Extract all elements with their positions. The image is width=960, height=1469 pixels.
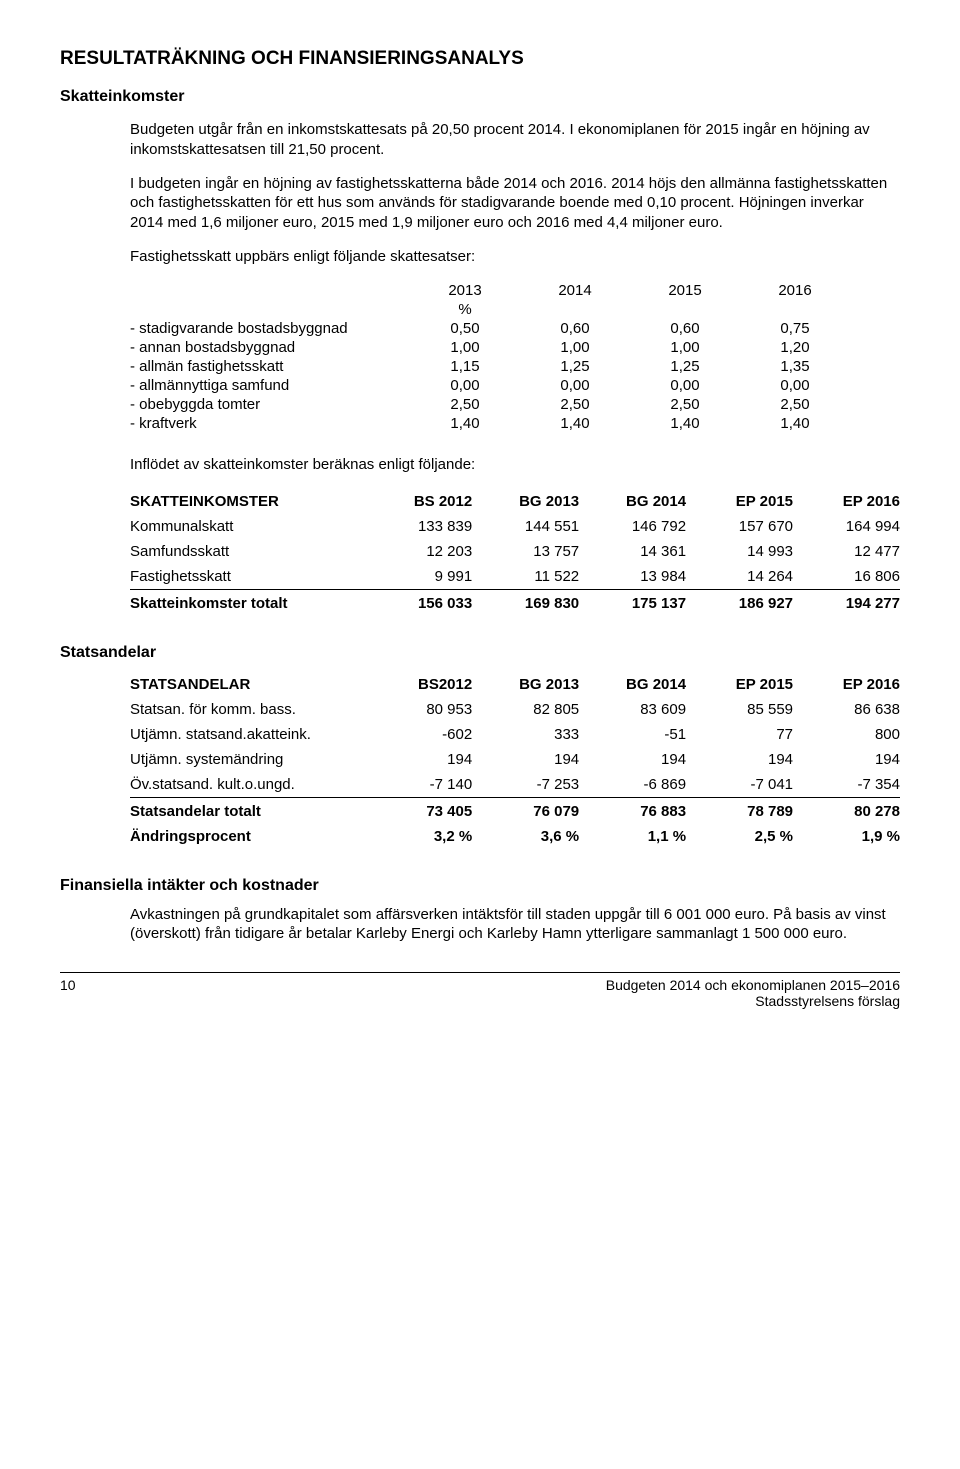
page-number: 10 bbox=[60, 977, 76, 1009]
col-header: EP 2016 bbox=[793, 489, 900, 514]
table-row: Utjämn. statsand.akatteink. -602 333 -51… bbox=[130, 722, 900, 747]
col-header: EP 2015 bbox=[686, 489, 793, 514]
col-header: EP 2015 bbox=[686, 672, 793, 697]
table-row: Samfundsskatt 12 203 13 757 14 361 14 99… bbox=[130, 539, 900, 564]
footer-line: Budgeten 2014 och ekonomiplanen 2015–201… bbox=[606, 977, 900, 993]
table-row: - allmän fastighetsskatt 1,15 1,25 1,25 … bbox=[130, 357, 850, 376]
col-header: STATSANDELAR bbox=[130, 672, 365, 697]
paragraph: I budgeten ingår en höjning av fastighet… bbox=[130, 174, 900, 233]
col-header: BG 2013 bbox=[472, 672, 579, 697]
col-header: BG 2013 bbox=[472, 489, 579, 514]
year-header: 2013 bbox=[410, 281, 520, 300]
pct-label: % bbox=[410, 300, 520, 319]
footer-line: Stadsstyrelsens förslag bbox=[606, 993, 900, 1009]
section-finansiella: Finansiella intäkter och kostnader bbox=[60, 877, 900, 895]
table-row: - annan bostadsbyggnad 1,00 1,00 1,00 1,… bbox=[130, 338, 850, 357]
col-header: EP 2016 bbox=[793, 672, 900, 697]
table-row: - allmännyttiga samfund 0,00 0,00 0,00 0… bbox=[130, 376, 850, 395]
page-footer: 10 Budgeten 2014 och ekonomiplanen 2015–… bbox=[60, 972, 900, 1009]
page-title: RESULTATRÄKNING OCH FINANSIERINGSANALYS bbox=[60, 48, 900, 70]
col-header: BS2012 bbox=[365, 672, 472, 697]
tax-income-table: SKATTEINKOMSTER BS 2012 BG 2013 BG 2014 … bbox=[130, 489, 900, 616]
table-row: - obebyggda tomter 2,50 2,50 2,50 2,50 bbox=[130, 395, 850, 414]
table-row: Fastighetsskatt 9 991 11 522 13 984 14 2… bbox=[130, 564, 900, 590]
table-row: Utjämn. systemändring 194 194 194 194 19… bbox=[130, 747, 900, 772]
table-row: Kommunalskatt 133 839 144 551 146 792 15… bbox=[130, 514, 900, 539]
table-total-row: Skatteinkomster totalt 156 033 169 830 1… bbox=[130, 589, 900, 616]
col-header: BS 2012 bbox=[365, 489, 472, 514]
section-skatteinkomster: Skatteinkomster bbox=[60, 88, 900, 106]
table-row: - stadigvarande bostadsbyggnad 0,50 0,60… bbox=[130, 319, 850, 338]
col-header: BG 2014 bbox=[579, 489, 686, 514]
year-header: 2014 bbox=[520, 281, 630, 300]
paragraph: Inflödet av skatteinkomster beräknas enl… bbox=[130, 455, 900, 475]
table-pct-row: Ändringsprocent 3,2 % 3,6 % 1,1 % 2,5 % … bbox=[130, 824, 900, 849]
year-header: 2016 bbox=[740, 281, 850, 300]
paragraph: Avkastningen på grundkapitalet som affär… bbox=[130, 905, 900, 945]
table-total-row: Statsandelar totalt 73 405 76 079 76 883… bbox=[130, 797, 900, 824]
stats-table: STATSANDELAR BS2012 BG 2013 BG 2014 EP 2… bbox=[130, 672, 900, 849]
table-row: Öv.statsand. kult.o.ungd. -7 140 -7 253 … bbox=[130, 772, 900, 798]
paragraph: Budgeten utgår från en inkomstskattesats… bbox=[130, 120, 900, 160]
table-row: Statsan. för komm. bass. 80 953 82 805 8… bbox=[130, 697, 900, 722]
col-header: BG 2014 bbox=[579, 672, 686, 697]
year-header: 2015 bbox=[630, 281, 740, 300]
tax-rates-table: 2013 2014 2015 2016 % - stadigvarande bo… bbox=[130, 281, 850, 433]
section-statsandelar: Statsandelar bbox=[60, 644, 900, 662]
table-row: - kraftverk 1,40 1,40 1,40 1,40 bbox=[130, 414, 850, 433]
paragraph: Fastighetsskatt uppbärs enligt följande … bbox=[130, 247, 900, 267]
col-header: SKATTEINKOMSTER bbox=[130, 489, 365, 514]
